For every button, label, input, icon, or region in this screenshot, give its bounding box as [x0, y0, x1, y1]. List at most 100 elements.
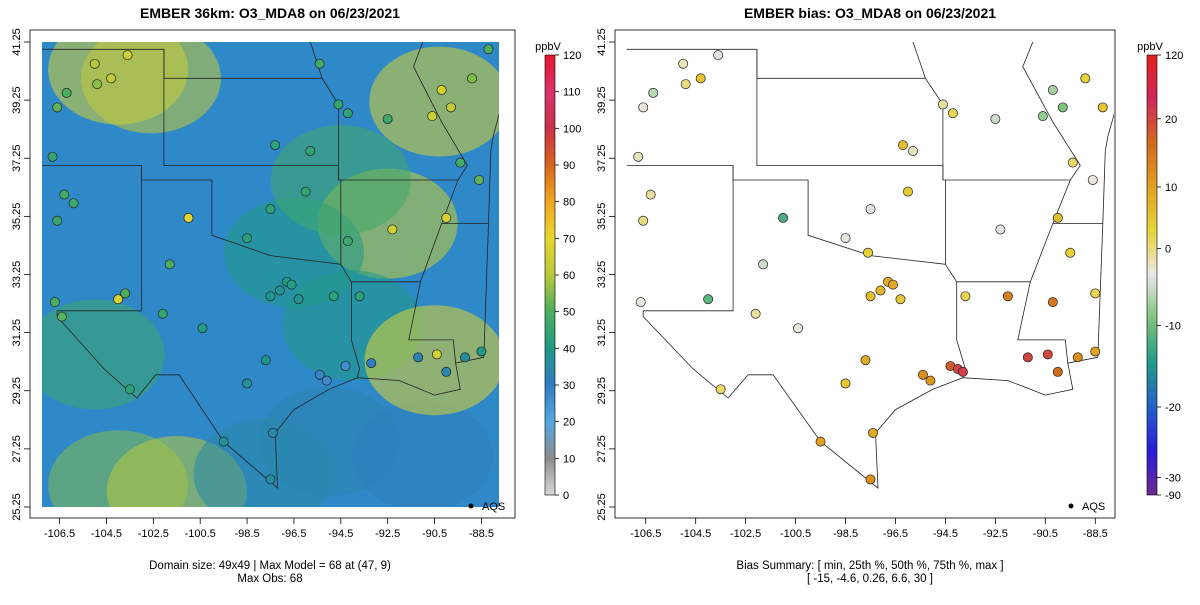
colorbar-tick-label: 120 [563, 50, 581, 62]
bias-site-marker [908, 146, 918, 156]
bias-site-marker [917, 369, 928, 380]
bias-site-marker [937, 99, 948, 110]
state-border [912, 42, 926, 79]
colorbar-tick-label: -90 [1165, 490, 1181, 502]
model-site-marker [242, 233, 253, 244]
y-tick-label: 29.25 [596, 377, 608, 405]
x-tick-label: -88.5 [1083, 528, 1108, 540]
bias-site-marker [895, 294, 906, 305]
bias-colorbar: ppbV -90 -30 -20 -10 0 10 20 120 [1137, 41, 1183, 502]
model-footer-line-2: Max Obs: 68 [237, 573, 302, 585]
model-site-marker [314, 369, 325, 380]
model-field [42, 42, 499, 507]
y-tick-label: 29.25 [11, 377, 23, 405]
bias-site-marker [1047, 85, 1058, 95]
colorbar-tick-label: 110 [563, 87, 581, 99]
y-tick-label: 31.25 [596, 319, 608, 347]
model-site-marker [483, 44, 494, 55]
bias-site-marker [957, 366, 968, 377]
state-border [351, 281, 361, 378]
x-tick-label: -92.5 [375, 528, 400, 540]
bias-footer-line-2: [ -15, -4.6, 0.26, 6.6, 30 ] [807, 573, 933, 585]
colorbar-tick-label: 120 [1165, 50, 1183, 62]
colorbar-ticks: 0 10 20 30 40 50 60 70 80 90 100 110 120 [555, 50, 581, 502]
bias-site-marker [633, 151, 644, 162]
model-site-marker [436, 85, 447, 95]
model-chart-title: EMBER 36km: O3_MDA8 on 06/23/2021 [140, 5, 400, 21]
model-site-marker [242, 378, 253, 389]
bias-site-marker [1065, 247, 1076, 258]
model-site-marker [124, 384, 135, 395]
bias-site-marker [1080, 73, 1091, 84]
x-tick-label: -106.5 [44, 528, 75, 540]
colorbar-tick-label: 20 [1165, 114, 1177, 126]
colorbar-tick-label: 10 [563, 453, 575, 465]
x-tick-label: -104.5 [91, 528, 122, 540]
x-tick-label: -88.5 [469, 528, 494, 540]
bias-legend: AQS [1068, 501, 1105, 513]
x-tick-label: -100.5 [780, 528, 811, 540]
model-y-axis: 41.25 39.25 37.25 35.25 33.25 31.25 29.25 27.25… [11, 28, 30, 521]
colorbar-tick-label: 10 [1165, 182, 1177, 194]
model-site-marker [431, 349, 442, 360]
colorbar-tick-label: 100 [563, 123, 581, 135]
model-site-marker [366, 358, 377, 369]
bias-site-marker [1052, 212, 1063, 223]
bias-site-marker [815, 436, 826, 447]
bias-site-marker [638, 215, 649, 226]
y-tick-label: 37.25 [11, 144, 23, 172]
model-site-marker [56, 311, 67, 322]
model-site-marker [333, 99, 344, 110]
bias-site-marker [865, 474, 876, 485]
state-border [642, 316, 1098, 489]
model-site-marker [113, 294, 124, 305]
model-site-marker [342, 108, 353, 119]
model-site-marker [265, 291, 276, 302]
colorbar-unit: ppbV [535, 41, 561, 53]
bias-plot-background [614, 29, 1116, 519]
colorbar-bar [544, 54, 556, 496]
x-tick-label: -106.5 [630, 528, 661, 540]
model-site-marker [164, 259, 175, 270]
state-border [642, 165, 734, 317]
colorbar-tick-label: 70 [563, 233, 575, 245]
y-tick-label: 35.25 [11, 203, 23, 231]
model-site-marker [476, 346, 487, 357]
bias-site-marker [1052, 366, 1063, 377]
x-tick-label: -96.5 [281, 528, 306, 540]
model-site-marker [441, 366, 452, 377]
colorbar-bar [1146, 54, 1158, 496]
colorbar-tick-label: -30 [1165, 472, 1181, 484]
colorbar-tick-label: 40 [563, 343, 575, 355]
x-tick-label: -90.5 [1033, 528, 1058, 540]
model-site-marker [293, 294, 304, 305]
y-tick-label: 41.25 [11, 28, 23, 56]
model-site-marker [265, 474, 276, 485]
model-site-marker [218, 436, 229, 447]
bias-site-marker [960, 291, 971, 302]
bias-site-marker [868, 427, 878, 438]
bias-site-marker [863, 247, 873, 258]
state-border [1097, 223, 1104, 358]
model-site-marker [68, 198, 79, 209]
bias-site-marker [1002, 291, 1013, 302]
bias-site-marker [1047, 297, 1058, 308]
state-border [945, 264, 958, 283]
model-site-marker [427, 111, 438, 122]
bias-site-marker [1087, 175, 1098, 185]
x-tick-label: -98.5 [235, 528, 260, 540]
model-site-marker [467, 73, 477, 84]
model-site-marker [446, 102, 456, 113]
state-border [56, 316, 484, 490]
model-site-marker [52, 215, 63, 226]
y-tick-label: 25.25 [11, 493, 23, 521]
state-border [56, 165, 142, 317]
model-site-marker [413, 352, 424, 363]
model-site-marker [382, 114, 393, 124]
bias-y-axis: 41.25 39.25 37.25 35.25 33.25 31.25 29.25 27.25… [596, 28, 615, 521]
bias-site-marker [680, 79, 691, 90]
bias-panel: EMBER bias: O3_MDA8 on 06/23/2021 AQS -1… [596, 5, 1183, 585]
bias-site-marker [1022, 352, 1033, 363]
bias-site-marker [875, 285, 886, 296]
x-tick-label: -94.5 [328, 528, 353, 540]
